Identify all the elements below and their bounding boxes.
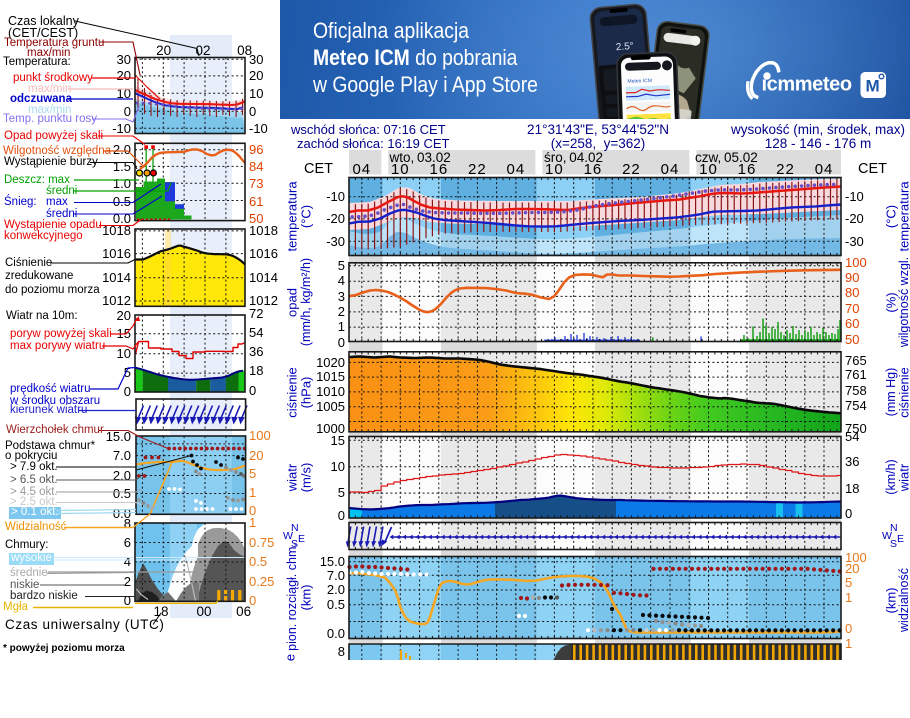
svg-text:Meteo ICM: Meteo ICM: [627, 78, 652, 85]
svg-text:2.5°: 2.5°: [615, 41, 634, 54]
svg-text:M: M: [866, 77, 880, 96]
svg-text:ıcmmeteo: ıcmmeteo: [762, 74, 852, 96]
